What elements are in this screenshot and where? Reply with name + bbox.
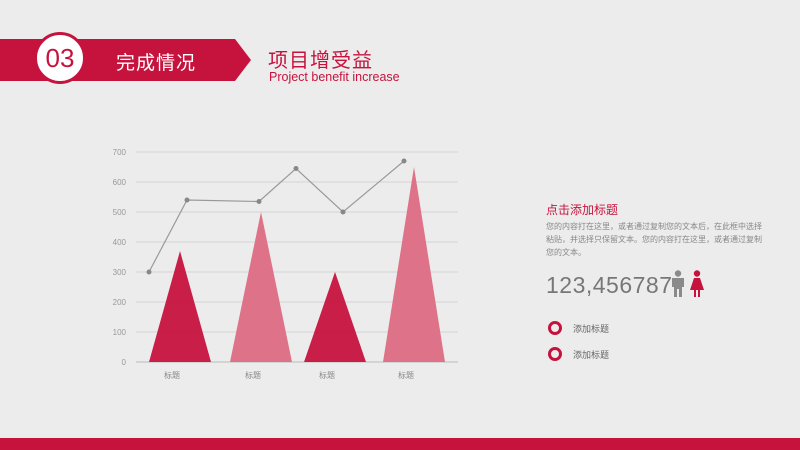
line-point — [401, 158, 407, 164]
male-person-icon — [672, 270, 684, 297]
x-tick-label: 标题 — [398, 370, 414, 380]
female-person-icon — [690, 270, 704, 297]
y-tick-label: 100 — [113, 328, 127, 337]
line-point — [184, 197, 190, 203]
y-tick-label: 600 — [113, 178, 127, 187]
y-tick-label: 300 — [113, 268, 127, 277]
line-point — [256, 199, 262, 204]
x-tick-label: 标题 — [245, 370, 261, 380]
line-point — [340, 209, 346, 215]
line-series — [148, 160, 405, 273]
y-tick-label: 500 — [113, 208, 127, 217]
y-tick-label: 400 — [113, 238, 127, 247]
line-point — [293, 166, 299, 171]
line-point — [146, 269, 152, 275]
option-radio-icon — [548, 321, 562, 335]
page-subtitle: Project benefit increase — [269, 70, 400, 84]
y-tick-label: 0 — [122, 358, 127, 367]
x-tick-label: 标题 — [319, 370, 335, 380]
bar-triangle — [383, 167, 445, 362]
section-number: 03 — [45, 42, 75, 73]
page-title: 项目增受益 — [268, 48, 373, 72]
big-number: 123,456787 — [546, 272, 673, 298]
y-tick-label: 200 — [113, 298, 127, 307]
section-label: 完成情况 — [116, 52, 197, 74]
section-banner-tip — [235, 39, 251, 81]
bar-triangle — [149, 251, 211, 362]
option-label: 添加标题 — [573, 350, 610, 361]
option-radio-icon — [548, 347, 562, 361]
section-number-badge: 03 — [34, 32, 86, 84]
bar-triangle — [230, 212, 292, 362]
option-item-1[interactable]: 添加标题 — [548, 321, 609, 335]
option-item-2[interactable]: 添加标题 — [548, 347, 609, 361]
y-tick-label: 700 — [113, 148, 127, 157]
option-label: 添加标题 — [573, 324, 610, 335]
x-tick-label: 标题 — [164, 370, 180, 380]
bar-triangle — [304, 272, 366, 362]
side-title: 点击添加标题 — [546, 203, 619, 217]
side-description: 您的内容打在这里，或者通过复制您的文本后，在此框中选择粘贴，并选择只保留文本。您… — [546, 222, 762, 257]
bottom-bar — [0, 438, 800, 450]
